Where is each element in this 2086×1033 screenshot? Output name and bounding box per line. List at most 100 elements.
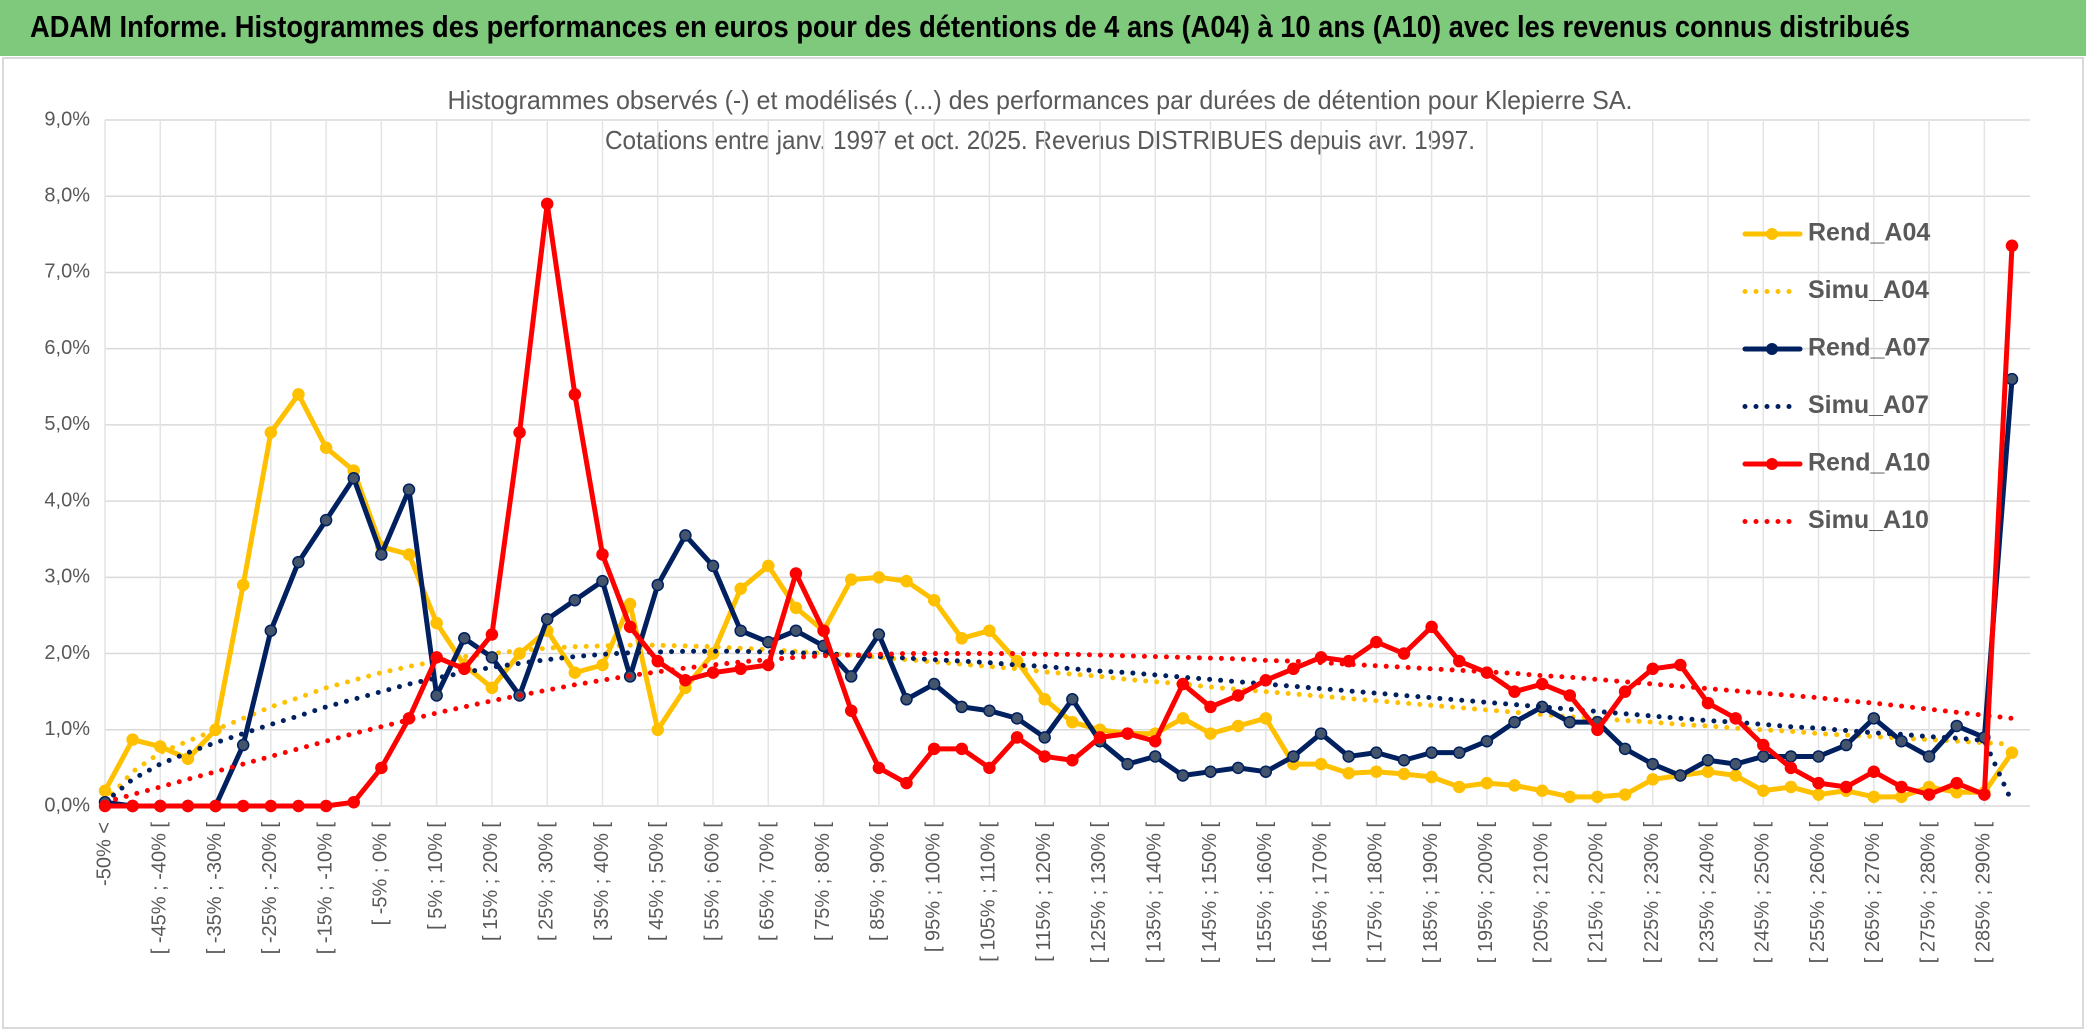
banner-title: ADAM Informe. Histogrammes des performan… (30, 9, 1910, 44)
legend-label: Rend_A04 (1808, 219, 1930, 247)
data-point (1342, 750, 1355, 763)
data-point (98, 784, 112, 798)
data-point (319, 799, 333, 813)
data-point (762, 559, 775, 573)
data-point (568, 388, 582, 401)
x-tick-label: [ 65% ; 70% [ (757, 822, 779, 941)
data-point (209, 799, 222, 813)
data-point (458, 662, 471, 676)
x-tick-label: [ 85% ; 90% [ (867, 822, 889, 941)
x-tick-label: [ -15% ; -10% [ (314, 822, 336, 955)
data-point (1839, 780, 1853, 794)
x-tick-label: [ 195% ; 200% [ (1475, 822, 1497, 964)
data-point (1757, 784, 1770, 798)
data-point (679, 673, 692, 687)
data-point (844, 704, 858, 717)
data-point (651, 578, 665, 592)
x-tick-label: [ 205% ; 210% [ (1530, 822, 1552, 964)
y-tick-label: 1,0% (44, 718, 90, 740)
data-point (1370, 635, 1383, 649)
series-line (102, 642, 2015, 805)
data-point (927, 593, 941, 607)
x-tick-label: [ 95% ; 100% [ (922, 822, 944, 953)
x-tick-label: [ 105% ; 110% [ (978, 822, 1000, 962)
data-point (955, 632, 969, 645)
data-point (292, 799, 305, 813)
data-point (430, 689, 443, 702)
x-tick-label: [ 25% ; 30% [ (535, 822, 557, 941)
data-point (983, 761, 996, 775)
y-tick-label: 8,0% (44, 185, 90, 207)
data-point (1784, 750, 1798, 763)
data-point (1148, 750, 1162, 763)
series-line (102, 648, 2015, 805)
data-point (568, 593, 582, 607)
data-point (1618, 788, 1632, 801)
x-tick-label: [ 145% ; 150% [ (1199, 822, 1221, 964)
data-point (1978, 788, 1991, 801)
data-point (2005, 372, 2019, 386)
data-point (485, 651, 499, 664)
data-point (983, 624, 996, 637)
data-point (1563, 689, 1577, 702)
chart-title: Histogrammes observés (-) et modélisés (… (448, 85, 1633, 115)
data-point (1397, 754, 1411, 767)
data-point (2005, 746, 2019, 759)
data-point (1508, 685, 1521, 698)
data-point (1729, 757, 1742, 771)
data-point (154, 799, 167, 813)
data-point (872, 761, 886, 775)
x-tick-label: [ -45% ; -40% [ (149, 822, 171, 955)
data-point (1204, 765, 1217, 778)
data-point (1452, 746, 1466, 759)
data-point (844, 670, 858, 683)
data-point (1535, 784, 1549, 798)
data-point (1425, 620, 1438, 634)
data-point (1674, 769, 1687, 782)
data-point (1259, 712, 1273, 725)
data-point (430, 616, 443, 630)
data-point (1812, 750, 1825, 763)
data-point (1950, 719, 1963, 733)
data-point (1093, 731, 1107, 744)
legend-marker (1766, 228, 1778, 240)
data-point (1121, 727, 1134, 740)
data-point (1591, 723, 1604, 737)
data-point (1922, 750, 1936, 763)
x-tick-label: [ 255% ; 260% [ (1807, 822, 1829, 964)
x-tick-label: [ 15% ; 20% [ (480, 822, 502, 941)
data-point (1950, 776, 1963, 790)
chart-border (2, 57, 2084, 1029)
x-tick-label: [ 5% ; 10% [ (425, 822, 447, 930)
data-point (1646, 662, 1659, 676)
series-line (102, 201, 2015, 809)
data-point (927, 677, 941, 691)
data-point (1425, 770, 1438, 784)
data-point (789, 567, 803, 580)
data-point (1231, 689, 1245, 702)
x-tick-label: [ 245% ; 250% [ (1752, 822, 1774, 964)
data-point (1867, 765, 1881, 778)
data-point (292, 388, 305, 401)
x-tick-label: [ 215% ; 220% [ (1586, 822, 1608, 964)
data-point (872, 571, 886, 584)
legend-marker (1766, 458, 1778, 470)
data-point (264, 624, 278, 637)
data-point (955, 700, 969, 714)
data-point (1646, 773, 1659, 786)
data-point (1066, 693, 1079, 706)
data-point (1314, 757, 1328, 771)
x-tick-label: -50% < (93, 822, 115, 886)
data-point (1784, 780, 1798, 794)
data-point (513, 426, 526, 439)
data-point (1480, 734, 1494, 748)
data-point (1038, 731, 1051, 744)
x-tick-label: [ 235% ; 240% [ (1696, 822, 1718, 964)
y-tick-label: 9,0% (44, 108, 90, 130)
data-point (623, 620, 637, 634)
data-point (623, 597, 637, 611)
data-point (734, 582, 747, 596)
data-point (1674, 658, 1687, 672)
data-point (1121, 757, 1134, 771)
